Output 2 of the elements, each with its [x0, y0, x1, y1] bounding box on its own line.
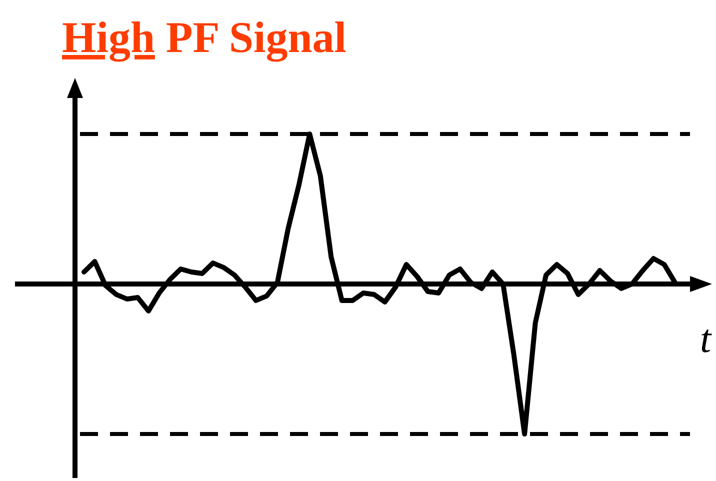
chart-title: High PF Signal — [62, 13, 346, 62]
x-axis-title: t — [700, 316, 712, 361]
